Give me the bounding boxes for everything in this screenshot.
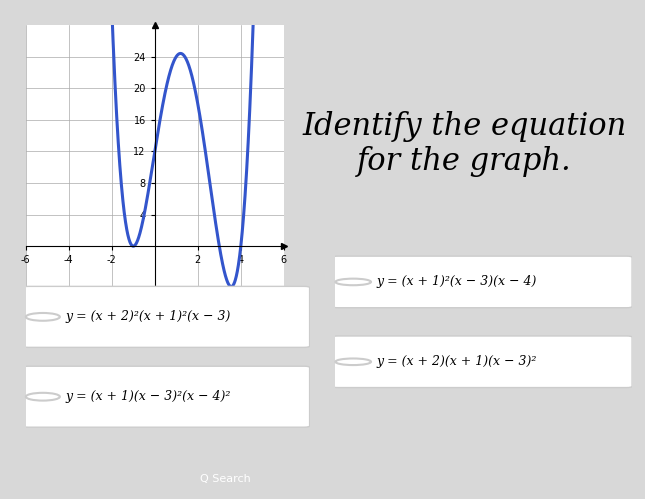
FancyBboxPatch shape	[23, 366, 310, 427]
FancyBboxPatch shape	[332, 336, 632, 388]
Text: Q Search: Q Search	[201, 474, 251, 484]
Text: Identify the equation
for the graph.: Identify the equation for the graph.	[303, 111, 626, 177]
Text: y = (x + 1)(x − 3)²(x − 4)²: y = (x + 1)(x − 3)²(x − 4)²	[66, 390, 231, 403]
Text: y = (x + 1)²(x − 3)(x − 4): y = (x + 1)²(x − 3)(x − 4)	[377, 275, 537, 288]
FancyBboxPatch shape	[23, 286, 310, 347]
Text: y = (x + 2)²(x + 1)²(x − 3): y = (x + 2)²(x + 1)²(x − 3)	[66, 310, 231, 323]
Text: y = (x + 2)(x + 1)(x − 3)²: y = (x + 2)(x + 1)(x − 3)²	[377, 355, 537, 368]
FancyBboxPatch shape	[332, 256, 632, 308]
